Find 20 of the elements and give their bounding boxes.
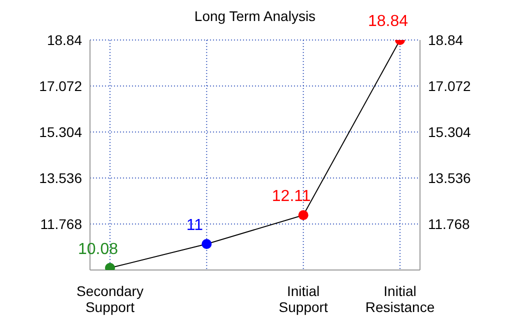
x-tick-label: Initial Resistance — [365, 283, 435, 315]
data-label: 18.84 — [368, 13, 408, 30]
point — [202, 238, 212, 249]
y-tick-label: 15.304 — [39, 124, 82, 140]
y2-tick-label: 18.84 — [428, 32, 464, 48]
y-tick-label: 17.072 — [39, 78, 82, 94]
x-tick-label: Initial Support — [278, 283, 328, 315]
y-tick-label: 13.536 — [39, 170, 82, 186]
y-tick-label: 18.84 — [46, 32, 82, 48]
data-label: 11 — [186, 216, 204, 234]
chart-title: Long Term Analysis — [194, 8, 316, 24]
data-label: 12.11 — [272, 188, 311, 206]
y2-tick-label: 13.536 — [428, 170, 472, 186]
y-tick-label: 11.768 — [40, 216, 82, 232]
data-label: 10.08 — [78, 240, 118, 258]
point — [298, 210, 308, 220]
y2-tick-label: 15.304 — [428, 124, 472, 140]
y2-tick-label: 11.768 — [428, 216, 470, 232]
x-tick-label: Secondary Support — [76, 283, 144, 315]
y2-tick-label: 17.072 — [428, 78, 472, 94]
